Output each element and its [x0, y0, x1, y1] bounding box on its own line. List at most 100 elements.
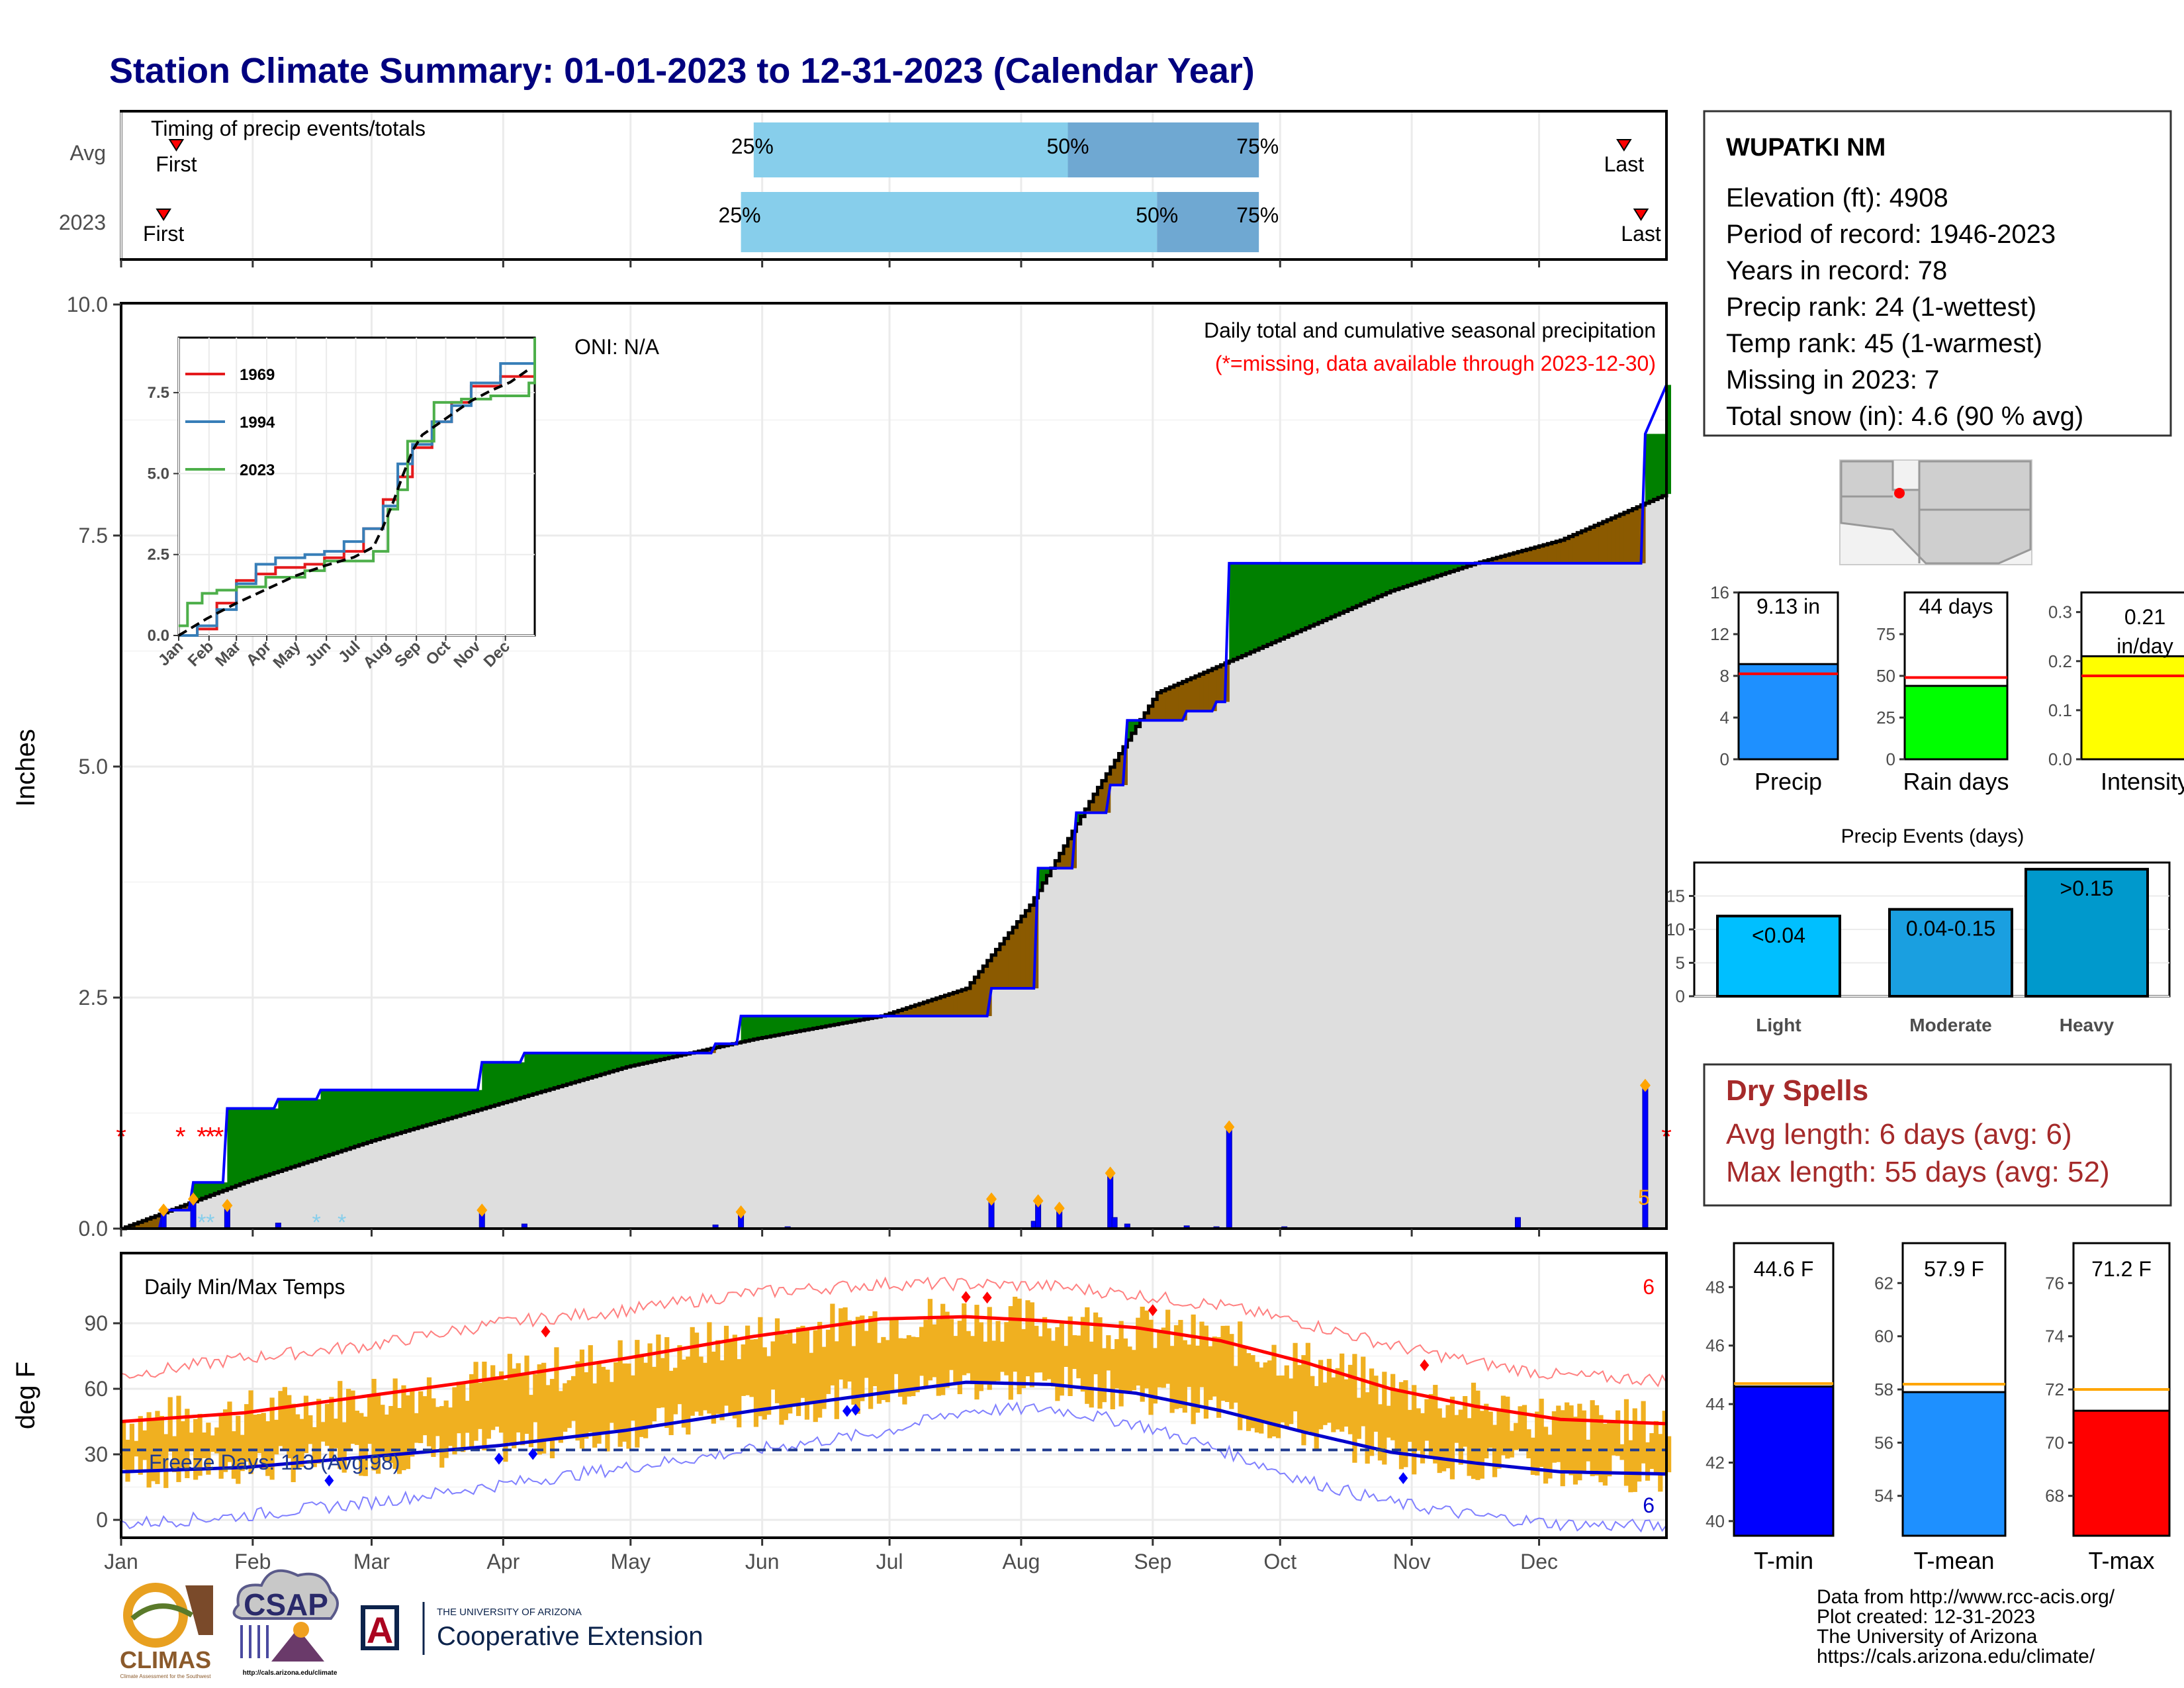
above-average-fill: [614, 1053, 619, 1071]
dry-spells-title: Dry Spells: [1726, 1074, 1868, 1107]
daily-temp-bar: [524, 1355, 529, 1434]
above-average-fill: [1275, 563, 1281, 641]
above-average-fill: [630, 1053, 635, 1066]
daily-temp-bar: [435, 1407, 440, 1436]
below-average-fill: [1547, 543, 1553, 563]
station-line: Period of record: 1946-2023: [1726, 220, 2056, 249]
daily-temp-bar: [1543, 1427, 1549, 1484]
y-tick-label: 72: [2045, 1380, 2064, 1399]
station-line: Total snow (in): 4.6 (90 % avg): [1726, 402, 2083, 431]
daily-temp-bar: [1008, 1306, 1013, 1400]
below-average-fill: [1565, 538, 1570, 563]
below-average-fill: [1212, 669, 1217, 712]
heavy-event-marker: [735, 1205, 747, 1219]
above-average-fill: [367, 1090, 373, 1143]
daily-temp-bar: [1263, 1362, 1268, 1423]
precip-event-range: >0.15: [2060, 876, 2114, 900]
y-tick-label: 0.0: [2048, 749, 2072, 769]
daily-temp-bar: [1569, 1405, 1574, 1476]
daily-temp-bar: [375, 1395, 381, 1474]
above-average-fill: [1263, 563, 1268, 647]
record-high-marker: [982, 1291, 992, 1304]
daily-temp-bar: [392, 1378, 398, 1470]
average-cumulative-line: [121, 494, 1668, 1231]
above-average-fill: [609, 1053, 614, 1072]
cumulative-precip-line: [121, 384, 1668, 1230]
inset-legend-label: 2023: [240, 461, 275, 479]
below-average-fill: [1093, 794, 1099, 813]
below-average-fill: [1632, 508, 1637, 563]
daily-temp-bar: [1089, 1341, 1094, 1408]
above-average-fill: [749, 1015, 754, 1041]
precip-event-label: Heavy: [2060, 1015, 2115, 1035]
footer-line: Plot created: 12-31-2023: [1817, 1606, 2035, 1628]
daily-temp-bar: [201, 1432, 207, 1458]
below-average-fill: [155, 1215, 160, 1229]
daily-temp-bar: [1356, 1397, 1361, 1439]
above-average-fill: [477, 1090, 482, 1110]
above-average-fill: [753, 1015, 758, 1039]
y-tick-label: 0.3: [2048, 602, 2072, 622]
daily-temp-bar: [575, 1361, 580, 1441]
daily-temp-bar: [851, 1346, 856, 1405]
daily-temp-bar: [770, 1341, 776, 1390]
above-average-fill: [860, 1015, 865, 1020]
above-average-fill: [426, 1090, 432, 1125]
above-average-fill: [1233, 563, 1238, 660]
daily-temp-bar: [749, 1339, 754, 1397]
above-average-fill: [465, 1090, 470, 1114]
daily-temp-bar: [1526, 1429, 1531, 1459]
daily-temp-bar: [919, 1327, 925, 1376]
university-of-arizona-logo[interactable]: A THE UNIVERSITY OF ARIZONA Cooperative …: [361, 1602, 703, 1655]
daily-temp-bar: [388, 1405, 394, 1464]
daily-temp-bar: [1424, 1399, 1430, 1441]
above-average-fill: [1267, 563, 1273, 645]
daily-temp-bar: [1076, 1335, 1081, 1379]
above-average-fill: [1407, 563, 1412, 586]
above-average-fill: [1416, 563, 1421, 583]
above-average-fill: [338, 1090, 343, 1152]
temp-summary-bar: [1733, 1385, 1835, 1537]
daily-temp-bar: [1131, 1350, 1136, 1391]
daily-temp-bar: [1361, 1356, 1366, 1427]
climas-logo[interactable]: CLIMAS Climate Assessment for the Southw…: [118, 1582, 214, 1679]
daily-temp-bar: [792, 1343, 797, 1405]
above-average-fill: [1259, 563, 1264, 649]
daily-temp-bar: [197, 1413, 203, 1476]
above-average-fill: [1331, 563, 1336, 617]
daily-temp-bar: [1390, 1374, 1396, 1440]
month-tick-label: Nov: [1393, 1550, 1431, 1573]
daily-temp-bar: [473, 1362, 478, 1441]
daily-temp-bar: [626, 1363, 631, 1449]
daily-precip-bar: [1111, 1217, 1118, 1229]
below-average-fill: [1216, 667, 1222, 702]
daily-temp-bar: [1233, 1366, 1238, 1403]
below-average-fill: [1169, 686, 1175, 721]
daily-precip-bar: [1226, 1126, 1232, 1229]
above-average-fill: [261, 1108, 266, 1177]
daily-temp-bar: [1301, 1355, 1306, 1446]
daily-temp-bar: [897, 1338, 903, 1397]
daily-temp-bar: [1055, 1327, 1060, 1401]
above-average-fill: [830, 1015, 835, 1025]
daily-temp-bar: [299, 1419, 304, 1467]
below-average-fill: [923, 1002, 929, 1016]
missing-note: (*=missing, data available through 2023-…: [1215, 352, 1656, 375]
below-average-fill: [1144, 713, 1149, 721]
above-average-fill: [1289, 563, 1294, 635]
above-average-fill: [745, 1015, 750, 1041]
daily-temp-bar: [1484, 1403, 1489, 1459]
summary-bar-value: 9.13 in: [1756, 594, 1820, 618]
daily-temp-bar: [320, 1422, 326, 1442]
record-low-marker: [528, 1448, 538, 1460]
heavy-event-marker: [1224, 1120, 1235, 1134]
daily-temp-bar: [512, 1368, 517, 1448]
csap-logo[interactable]: CSAP http://cals.arizona.edu/climate: [232, 1569, 339, 1677]
daily-temp-bar: [278, 1391, 283, 1446]
timing-pct-label: 75%: [1236, 134, 1279, 158]
daily-temp-bar: [1064, 1346, 1069, 1367]
below-average-fill: [1161, 690, 1166, 721]
above-average-fill: [668, 1053, 674, 1058]
daily-temp-bar: [1148, 1319, 1154, 1415]
temp-summary-chart-t-max: 71.2 F 68 70 72 74 76 T-max: [2045, 1242, 2171, 1574]
